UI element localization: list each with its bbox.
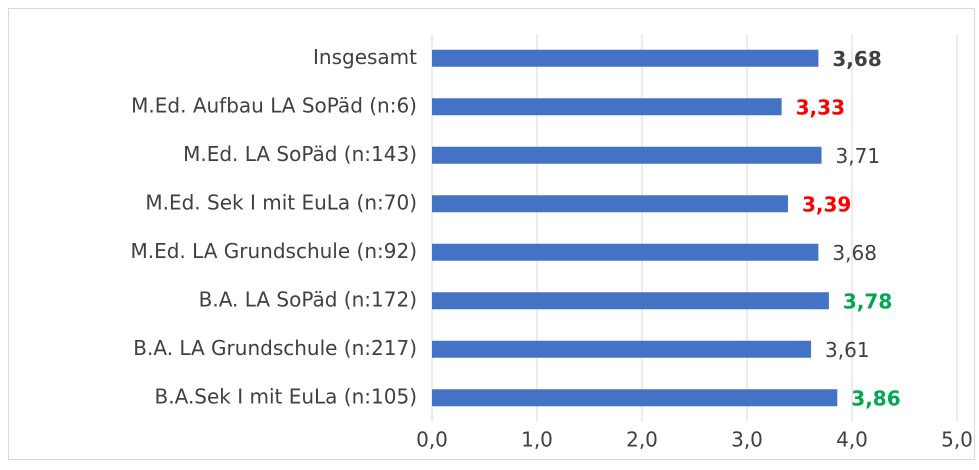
y-tick-label: B.A. LA Grundschule (n:217) [133,336,417,360]
y-tick-label: M.Ed. LA Grundschule (n:92) [130,239,417,263]
bar [432,49,819,67]
x-tick-label: 0,0 [416,428,448,452]
x-tick-label: 3,0 [731,428,763,452]
y-tick-label: M.Ed. LA SoPäd (n:143) [183,142,417,166]
data-label: 3,61 [825,338,870,362]
data-label: 3,78 [843,289,892,313]
y-tick-label: M.Ed. Aufbau LA SoPäd (n:6) [131,93,417,117]
data-label: 3,71 [836,144,881,168]
y-tick-label: Insgesamt [313,45,417,69]
chart-border [8,8,975,460]
x-tick-label: 5,0 [941,428,973,452]
bar [432,243,819,261]
y-tick-label: B.A. LA SoPäd (n:172) [199,287,417,311]
y-tick-label: M.Ed. Sek I mit EuLa (n:70) [145,190,417,214]
bar [432,195,788,213]
data-label: 3,86 [851,386,900,410]
y-tick-label: B.A.Sek I mit EuLa (n:105) [155,384,417,408]
data-label: 3,33 [796,95,845,119]
data-label: 3,68 [832,47,881,71]
bar [432,98,782,116]
bar [432,146,822,164]
data-label: 3,39 [802,192,851,216]
x-tick-label: 2,0 [626,428,658,452]
bar [432,340,812,358]
data-label: 3,68 [832,241,877,265]
x-tick-label: 1,0 [521,428,553,452]
x-tick-label: 4,0 [836,428,868,452]
bar [432,389,838,407]
bar [432,292,829,310]
